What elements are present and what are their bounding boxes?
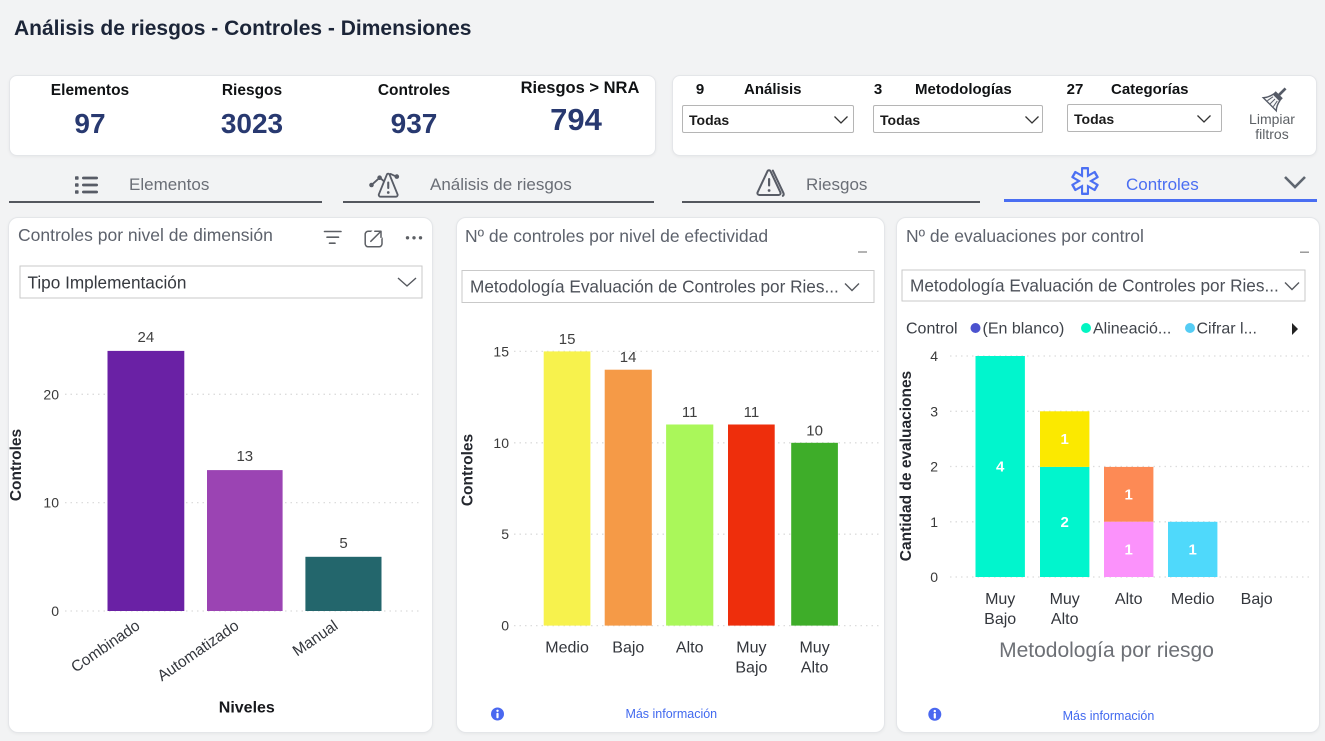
svg-text:11: 11 [682,404,698,421]
svg-text:Nº de controles por nivel de e: Nº de controles por nivel de efectividad [465,226,768,246]
svg-text:Automatizado: Automatizado [155,617,243,685]
svg-text:Alto: Alto [1051,611,1079,628]
svg-text:Tipo Implementación: Tipo Implementación [28,273,187,293]
svg-text:20: 20 [43,386,59,402]
svg-text:2: 2 [1061,514,1069,531]
svg-text:Alto: Alto [676,640,704,657]
svg-text:1: 1 [1061,431,1069,448]
svg-text:Metodología Evaluación de Cont: Metodología Evaluación de Controles por … [910,276,1279,296]
svg-text:Controles por nivel de dimensi: Controles por nivel de dimensión [18,225,273,245]
svg-text:3: 3 [930,403,938,419]
svg-text:24: 24 [138,329,155,346]
svg-text:0: 0 [501,618,509,634]
svg-text:1: 1 [1125,487,1133,504]
svg-text:10: 10 [43,495,59,511]
svg-text:Controles: Controles [8,429,25,501]
svg-text:Nº de evaluaciones por control: Nº de evaluaciones por control [906,226,1144,246]
svg-text:2: 2 [930,459,938,475]
svg-text:Metodología por riesgo: Metodología por riesgo [999,639,1214,662]
svg-text:Muy: Muy [799,640,829,657]
svg-text:4: 4 [996,459,1005,476]
svg-text:Muy: Muy [736,640,766,657]
svg-text:Alineació...: Alineació... [1093,321,1171,338]
svg-text:10: 10 [493,435,509,451]
svg-text:5: 5 [501,526,509,542]
svg-text:Controles: Controles [460,434,477,506]
svg-text:Manual: Manual [290,617,342,660]
svg-text:Niveles: Niveles [219,700,275,717]
svg-text:Bajo: Bajo [612,640,644,657]
svg-text:1: 1 [930,514,938,530]
svg-text:Bajo: Bajo [735,660,767,677]
svg-text:15: 15 [493,343,509,359]
svg-text:Alto: Alto [801,660,829,677]
svg-text:Alto: Alto [1115,591,1143,608]
svg-text:Muy: Muy [1050,591,1080,608]
svg-text:Muy: Muy [985,591,1015,608]
svg-text:Metodología Evaluación de Cont: Metodología Evaluación de Controles por … [470,277,839,297]
svg-text:Más información: Más información [625,707,717,721]
svg-text:0: 0 [51,603,59,619]
svg-text:1: 1 [1189,542,1197,559]
svg-text:13: 13 [236,448,253,465]
svg-text:4: 4 [930,348,938,364]
svg-text:14: 14 [620,349,637,366]
svg-text:Cifrar l...: Cifrar l... [1197,321,1257,338]
svg-text:Bajo: Bajo [1241,591,1273,608]
svg-text:Bajo: Bajo [984,611,1016,628]
svg-text:(En blanco): (En blanco) [983,321,1065,338]
svg-text:Control: Control [906,321,958,338]
svg-text:5: 5 [339,535,347,552]
svg-text:Combinado: Combinado [68,617,143,676]
svg-text:Más información: Más información [1063,709,1155,723]
svg-text:Medio: Medio [1171,591,1215,608]
svg-text:10: 10 [806,422,823,439]
svg-text:Medio: Medio [545,640,589,657]
svg-text:1: 1 [1125,542,1133,559]
svg-text:Cantidad de evaluaciones: Cantidad de evaluaciones [898,371,915,561]
svg-text:15: 15 [559,331,576,348]
svg-text:11: 11 [744,404,760,421]
svg-text:0: 0 [930,569,938,585]
